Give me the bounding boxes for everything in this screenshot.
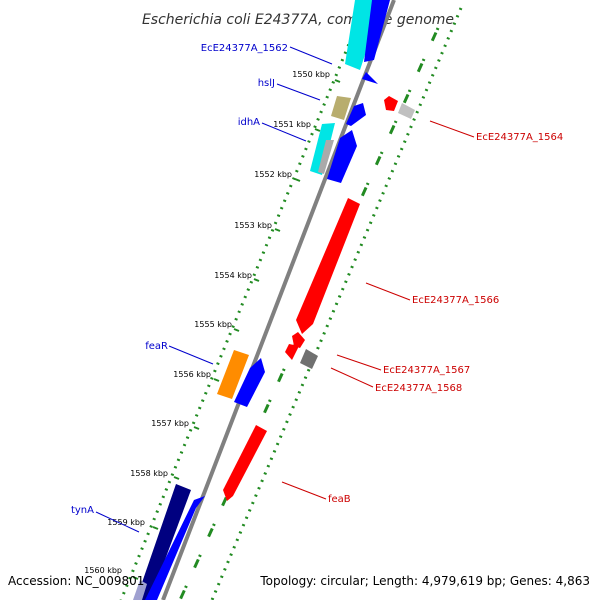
accession-text: Accession: NC_009801: [8, 574, 145, 588]
label-ece24377a-1568[interactable]: EcE24377A_1568: [375, 383, 462, 394]
gene-ece24377a-1567-b[interactable]: [285, 344, 299, 360]
gene-fear-forward[interactable]: [234, 358, 265, 407]
kbp-ticks: [132, 79, 341, 580]
gene-ece24377a-1566[interactable]: [296, 198, 360, 334]
gene-hslj[interactable]: [331, 96, 351, 120]
kbp-label: 1552 kbp: [254, 170, 292, 179]
dotted-track-right: [210, 7, 463, 600]
gene-ece24377a-1563[interactable]: [362, 72, 378, 84]
dotted-track-left: [119, 0, 369, 600]
gene-ece24377a-1568[interactable]: [300, 349, 318, 369]
kbp-label: 1554 kbp: [214, 271, 252, 280]
label-hslj[interactable]: hslJ: [258, 78, 275, 89]
label-ece24377a-1564[interactable]: EcE24377A_1564: [476, 132, 563, 143]
reverse-genes: [223, 96, 415, 501]
gene-idha[interactable]: [310, 123, 335, 175]
gene-ece24377a-1564[interactable]: [384, 96, 398, 111]
forward-gene-labels: EcE24377A_1562 hslJ idhA feaR tynA: [71, 43, 333, 533]
gene-ece24377a-1562-forward[interactable]: [364, 0, 390, 62]
gene-ece24377a-1564-gray[interactable]: [398, 103, 415, 119]
kbp-label: 1557 kbp: [151, 419, 189, 428]
kbp-label: 1551 kbp: [273, 120, 311, 129]
gene-hslj-forward[interactable]: [346, 103, 366, 126]
kbp-label: 1559 kbp: [107, 518, 145, 527]
gene-tyna-light[interactable]: [133, 580, 147, 600]
gene-tyna[interactable]: [136, 484, 191, 600]
gene-fear[interactable]: [217, 350, 249, 399]
label-feab[interactable]: feaB: [328, 494, 351, 505]
label-fear[interactable]: feaR: [145, 341, 168, 352]
genome-summary-text: Topology: circular; Length: 4,979,619 bp…: [260, 574, 590, 588]
kbp-label: 1558 kbp: [130, 469, 168, 478]
map-title: Escherichia coli E24377A, complete genom…: [142, 12, 454, 28]
gene-idha-forward[interactable]: [327, 130, 357, 183]
reverse-gene-labels: EcE24377A_1564 EcE24377A_1566 EcE24377A_…: [281, 120, 563, 505]
kbp-label: 1550 kbp: [292, 70, 330, 79]
gene-ece24377a-1567[interactable]: [292, 332, 305, 348]
forward-genes: [133, 0, 390, 600]
label-ece24377a-1566[interactable]: EcE24377A_1566: [412, 295, 499, 306]
kbp-labels: 1550 kbp 1551 kbp 1552 kbp 1553 kbp 1554…: [84, 70, 330, 575]
label-tyna[interactable]: tynA: [71, 505, 94, 516]
kbp-label: 1553 kbp: [234, 221, 272, 230]
label-ece24377a-1567[interactable]: EcE24377A_1567: [383, 365, 470, 376]
kbp-label: 1555 kbp: [194, 320, 232, 329]
genome-backbone: [161, 0, 396, 600]
gene-feab[interactable]: [223, 425, 267, 501]
label-ece24377a-1562[interactable]: EcE24377A_1562: [201, 43, 288, 54]
label-idha[interactable]: idhA: [238, 117, 260, 128]
kbp-label: 1560 kbp: [84, 566, 122, 575]
gene-idha-gray[interactable]: [318, 140, 334, 174]
kbp-label: 1556 kbp: [173, 370, 211, 379]
gene-tyna-forward[interactable]: [145, 496, 205, 600]
